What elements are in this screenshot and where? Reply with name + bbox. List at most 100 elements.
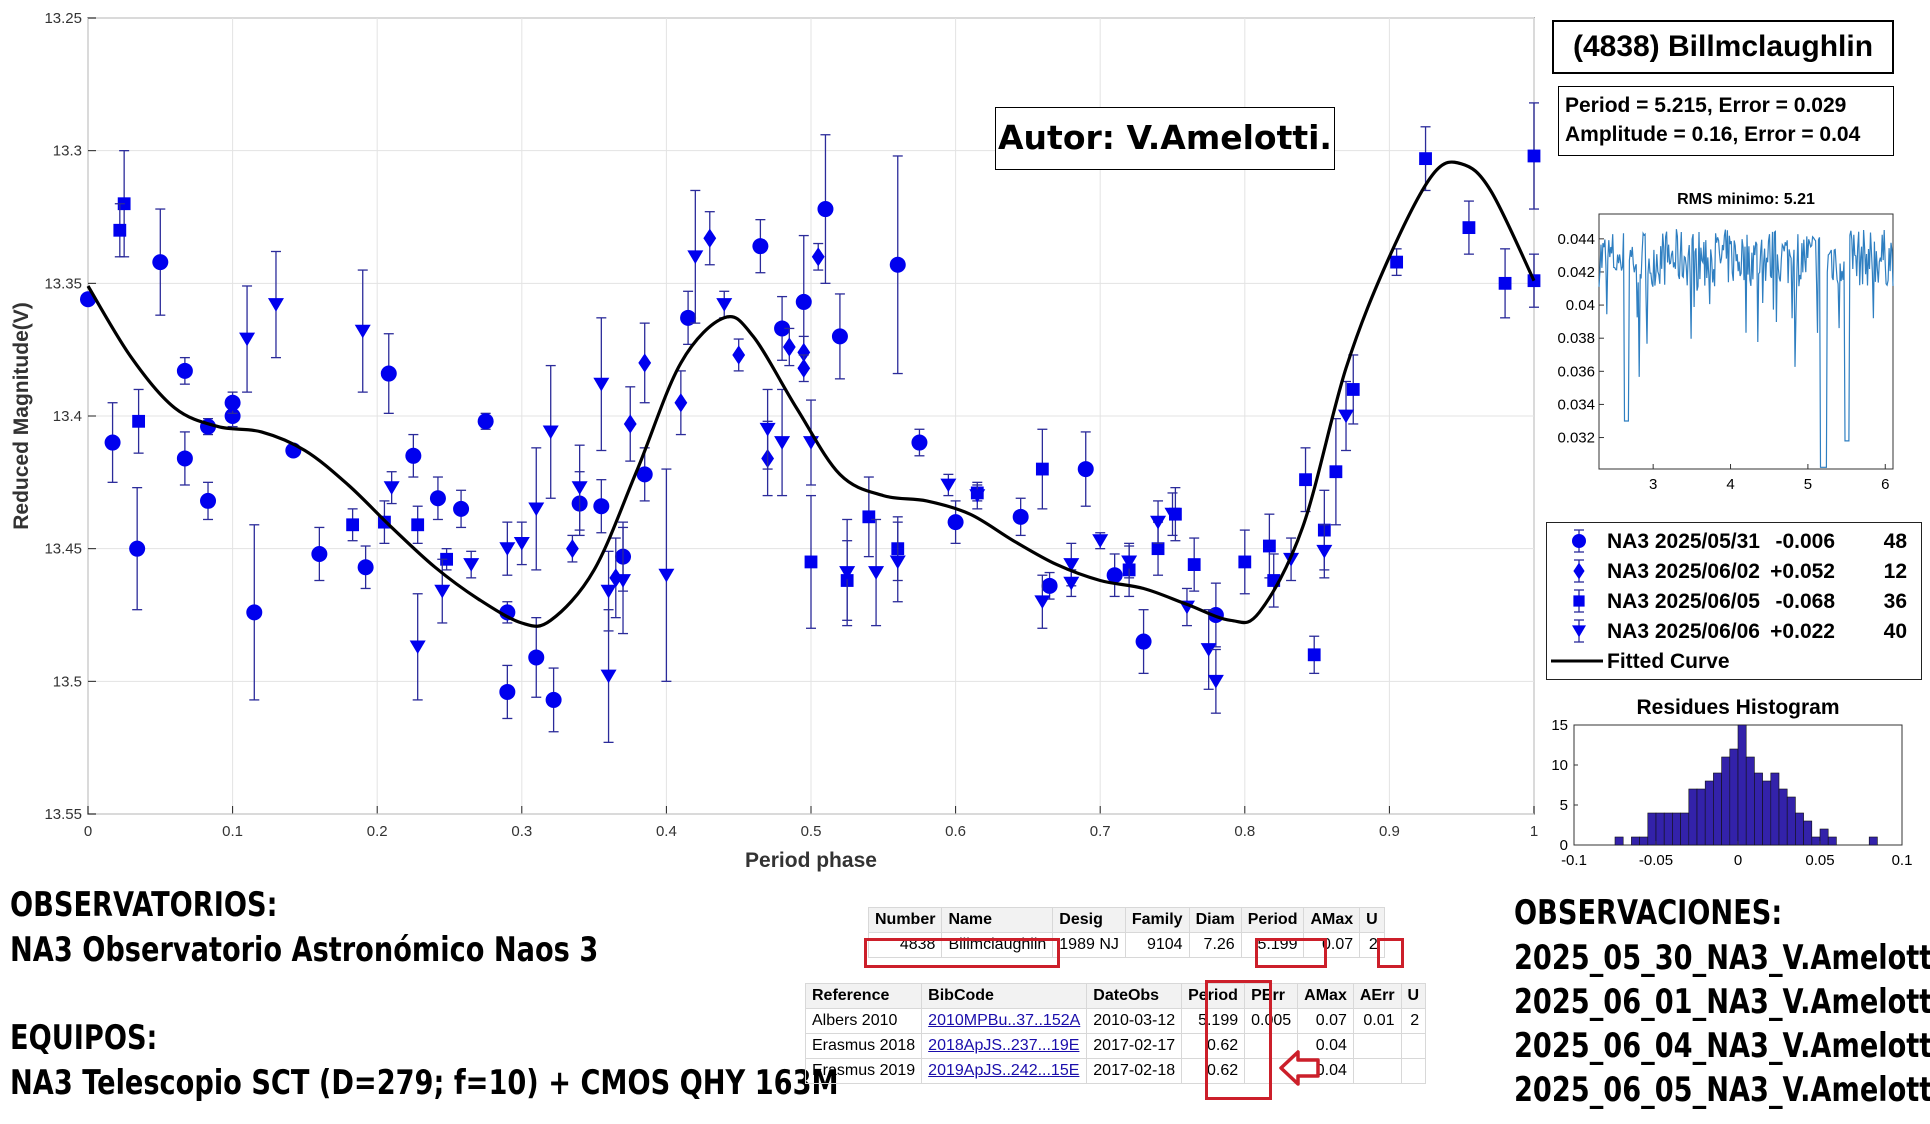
data-point — [1262, 539, 1276, 553]
data-point — [636, 466, 653, 483]
legend-offset: -0.006 — [1775, 530, 1835, 553]
observatorios-title: OBSERVATORIOS: — [10, 885, 278, 925]
histogram-bar — [1737, 724, 1747, 846]
equipos-line: NA3 Telescopio SCT (D=279; f=10) + CMOS … — [10, 1063, 839, 1103]
legend-series-name: NA3 2025/05/31 — [1607, 530, 1760, 553]
hist-x-tick-label: 0.05 — [1805, 852, 1834, 869]
x-tick-label: 0.1 — [222, 823, 243, 840]
rms-y-tick-label: 0.034 — [1557, 396, 1595, 413]
histogram-bar — [1614, 836, 1624, 846]
col-diam: Diam — [1188, 907, 1242, 933]
rms-y-tick-label: 0.044 — [1557, 231, 1595, 248]
histogram-bar — [1647, 812, 1657, 846]
histogram-bar — [1688, 788, 1698, 846]
data-point — [638, 353, 652, 373]
fitted-curve — [86, 160, 1536, 628]
data-point — [1299, 473, 1312, 487]
rms-x-tick-label: 3 — [1649, 476, 1657, 493]
cell-period: 0.62 — [1181, 1058, 1246, 1084]
data-point — [615, 574, 632, 588]
data-point — [311, 545, 328, 562]
lcdb-table: Number Name Desig Family Diam Period AMa… — [867, 907, 1385, 958]
y-tick-label: 13.25 — [44, 10, 82, 27]
data-point — [566, 539, 579, 559]
x-tick-label: 1 — [1530, 823, 1538, 840]
data-point — [609, 568, 623, 588]
data-point — [1106, 567, 1123, 584]
data-point — [1121, 555, 1138, 570]
col-period: Period — [1240, 907, 1305, 933]
data-point — [831, 328, 848, 345]
cell-amax: 0.07 — [1297, 1008, 1354, 1034]
data-point — [380, 365, 397, 382]
data-point — [463, 558, 480, 572]
rms-x-tick-label: 4 — [1726, 476, 1734, 493]
legend-marker — [1572, 534, 1586, 548]
data-point — [1077, 461, 1094, 478]
cell-aerr — [1352, 1033, 1402, 1059]
data-point — [593, 377, 610, 392]
cell-reference: Albers 2010 — [804, 1008, 923, 1034]
data-point — [357, 559, 374, 576]
amplitude-line: Amplitude = 0.16, Error = 0.04 — [1565, 123, 1861, 146]
data-point — [797, 342, 811, 362]
data-point — [411, 518, 425, 532]
highlight-name-box — [864, 938, 1060, 968]
x-tick-label: 0.4 — [656, 823, 677, 840]
data-point — [499, 683, 516, 700]
observacion-item: 2025_06_04_NA3_V.Amelotti — [1514, 1026, 1930, 1066]
author-text: Autor: V.Amelotti. — [998, 118, 1332, 157]
data-point — [513, 536, 530, 551]
data-point — [600, 669, 617, 684]
bibcode-link[interactable]: 2010MPBu..37..152A — [928, 1012, 1081, 1029]
data-point — [732, 345, 746, 365]
col-dateobs: DateObs — [1086, 983, 1183, 1009]
rms-y-tick-label: 0.04 — [1566, 297, 1595, 314]
legend-series-name: NA3 2025/06/02 — [1607, 560, 1760, 583]
legend: NA3 2025/05/31 -0.006 48 NA3 2025/06/02 +0.0… — [1546, 522, 1922, 680]
data-point — [132, 414, 146, 428]
lcdb-header-row: Number Name Desig Family Diam Period AMa… — [867, 907, 1385, 933]
histogram-bar — [1803, 820, 1813, 846]
data-point — [1498, 276, 1512, 290]
data-point — [1012, 508, 1029, 525]
legend-offset: +0.052 — [1770, 560, 1835, 583]
cell-u: 2 — [1359, 932, 1385, 958]
data-point — [1151, 542, 1165, 556]
cell-u — [1400, 1033, 1427, 1059]
observacion-item: 2025_06_01_NA3_V.Amelotti — [1514, 982, 1930, 1022]
hist-y-tick-label: 0 — [1560, 837, 1568, 854]
ref-header-row: Reference BibCode DateObs Period PErr AM… — [804, 983, 1427, 1009]
data-point — [499, 604, 516, 621]
ref-row: Erasmus 2018 2018ApJS..237...19E 2017-02… — [804, 1033, 1427, 1059]
data-point — [716, 298, 733, 312]
data-point — [1092, 534, 1109, 548]
legend-curve-label: Fitted Curve — [1607, 650, 1730, 673]
data-point — [1462, 221, 1476, 235]
legend-marker — [1573, 595, 1585, 607]
ref-row: Erasmus 2019 2019ApJS..242...15E 2017-02… — [804, 1058, 1427, 1084]
histogram-bars — [1614, 724, 1878, 846]
observacion-item: 2025_05_30_NA3_V.Amelotti — [1514, 938, 1930, 978]
data-point — [817, 201, 834, 218]
histogram-tick-labels: -0.1 -0.05 0 0.05 0.1 0 5 10 15 — [1551, 717, 1912, 869]
y-tick-label: 13.5 — [53, 673, 82, 690]
data-point — [354, 324, 371, 339]
bibcode-link[interactable]: 2018ApJS..237...19E — [928, 1037, 1080, 1054]
cell-aerr — [1352, 1058, 1402, 1084]
data-point — [940, 478, 957, 493]
legend-series-name: NA3 2025/06/06 — [1607, 620, 1760, 643]
data-point — [623, 414, 637, 434]
data-point — [1063, 558, 1080, 572]
cell-reference: Erasmus 2018 — [804, 1033, 923, 1059]
data-point — [453, 500, 470, 517]
x-tick-label: 0.9 — [1379, 823, 1400, 840]
data-point — [224, 408, 241, 424]
legend-marker — [1572, 625, 1586, 638]
histogram-bar — [1663, 812, 1673, 846]
data-point — [176, 362, 193, 379]
bibcode-link[interactable]: 2019ApJS..242...15E — [928, 1062, 1080, 1079]
legend-marker — [1573, 562, 1585, 580]
cell-diam: 7.26 — [1188, 932, 1242, 958]
author-box: Autor: V.Amelotti. — [995, 107, 1335, 170]
